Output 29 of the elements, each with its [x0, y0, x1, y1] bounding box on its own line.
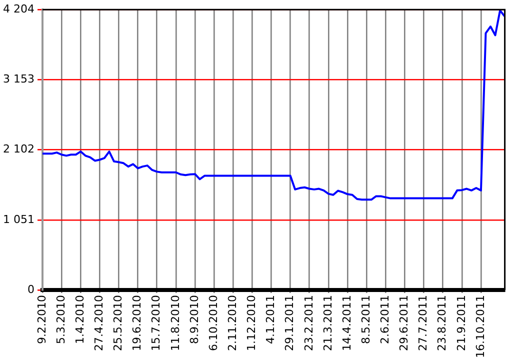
x-tick-label: 25.5.2010	[112, 295, 125, 352]
y-tick-label: 4 204	[2, 2, 34, 16]
x-tick-label: 15.7.2010	[150, 295, 163, 352]
x-tick-label: 8.9.2010	[188, 295, 201, 344]
x-tick-label: 9.2.2010	[35, 295, 48, 344]
x-tick-label: 2.6.2011	[378, 295, 392, 344]
x-tick-label: 8.5.2011	[359, 295, 372, 344]
x-tick-label: 11.8.2010	[168, 295, 182, 352]
y-tick-label: 2 102	[2, 142, 34, 156]
x-tick-label: 23.8.2011	[436, 295, 449, 352]
x-tick-label: 27.4.2010	[92, 295, 106, 352]
x-tick-label: 29.1.2011	[283, 295, 296, 352]
y-tick-label: 0	[27, 282, 34, 296]
x-tick-label: 1.12.2010	[245, 295, 258, 352]
x-tick-label: 16.10.2011	[474, 295, 487, 358]
x-tick-label: 4.1.2011	[264, 295, 278, 344]
x-tick-label: 19.6.2010	[130, 295, 144, 352]
x-tick-label: 21.3.2011	[321, 295, 334, 352]
y-tick-label: 1 051	[2, 212, 34, 226]
x-tick-label: 2.11.2010	[226, 295, 239, 352]
x-tick-label: 27.7.2011	[416, 295, 430, 352]
x-tick-label: 23.2.2011	[302, 295, 316, 352]
x-tick-label: 29.6.2011	[398, 295, 411, 352]
x-tick-label: 5.3.2010	[54, 295, 68, 344]
x-tick-label: 14.4.2011	[340, 295, 354, 352]
x-tick-label: 21.9.2011	[454, 295, 468, 352]
y-tick-label: 3 153	[2, 72, 34, 86]
x-tick-label: 6.10.2010	[206, 295, 220, 352]
x-tick-label: 1.4.2010	[73, 295, 86, 344]
